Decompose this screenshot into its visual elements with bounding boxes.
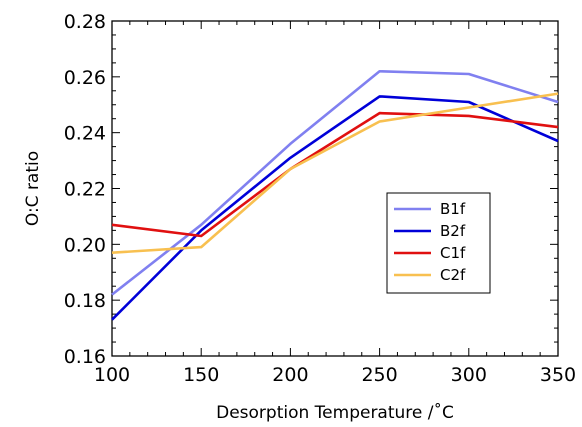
y-tick-label: 0.28 xyxy=(64,11,106,33)
axis-ticks xyxy=(111,20,559,357)
legend-label-c1f: C1f xyxy=(440,244,466,262)
y-tick-label: 0.20 xyxy=(64,234,106,256)
y-tick-labels: 0.16 0.18 0.20 0.22 0.24 0.26 0.28 xyxy=(64,11,106,368)
x-tick-label: 200 xyxy=(272,364,308,386)
y-tick-label: 0.16 xyxy=(64,346,106,368)
series-line-c1f xyxy=(111,111,559,238)
y-axis-label: O:C ratio xyxy=(23,151,43,226)
y-tick-label: 0.24 xyxy=(64,123,106,145)
x-tick-label: 350 xyxy=(540,364,576,386)
series-line-c2f xyxy=(111,92,559,254)
legend: B1f B2f C1f C2f xyxy=(386,192,491,294)
x-tick-label: 300 xyxy=(451,364,487,386)
legend-label-b2f: B2f xyxy=(440,222,466,240)
plot-frame xyxy=(111,20,559,357)
y-tick-label: 0.26 xyxy=(64,67,106,89)
legend-label-c2f: C2f xyxy=(440,266,466,284)
series-lines xyxy=(111,70,559,321)
x-tick-label: 250 xyxy=(361,364,397,386)
x-tick-labels: 100 150 200 250 300 350 xyxy=(94,364,576,386)
y-tick-label: 0.18 xyxy=(64,290,106,312)
x-tick-label: 150 xyxy=(183,364,219,386)
y-tick-label: 0.22 xyxy=(64,179,106,201)
plot-area xyxy=(111,20,559,357)
x-axis-label: Desorption Temperature /˚C xyxy=(216,402,454,423)
x-tick-label: 100 xyxy=(94,364,130,386)
series-line-b1f xyxy=(111,70,559,296)
series-line-b2f xyxy=(111,95,559,321)
legend-label-b1f: B1f xyxy=(440,200,466,218)
